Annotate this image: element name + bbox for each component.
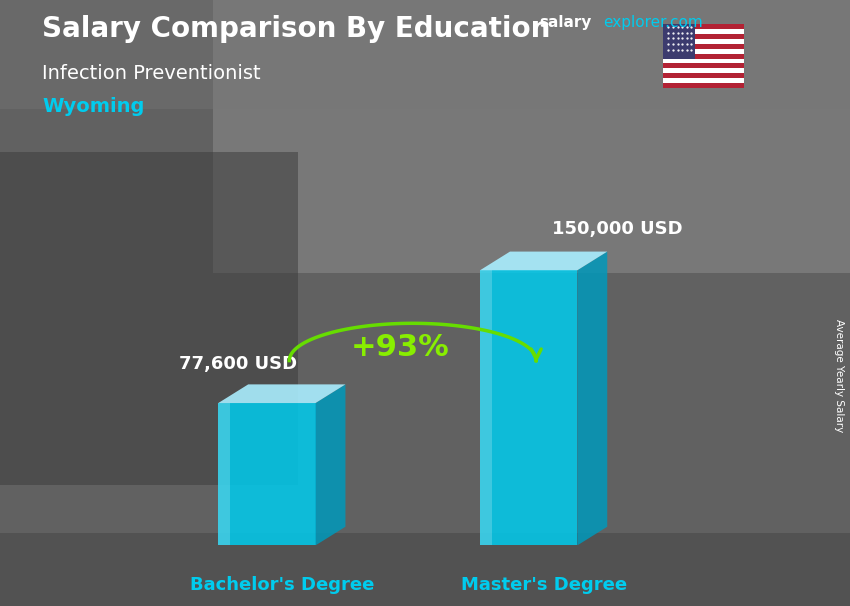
Bar xyxy=(663,53,744,59)
Bar xyxy=(663,24,744,29)
Polygon shape xyxy=(577,251,607,545)
Bar xyxy=(663,59,744,64)
Bar xyxy=(663,24,695,59)
Text: Bachelor's Degree: Bachelor's Degree xyxy=(190,576,374,594)
Polygon shape xyxy=(218,403,230,545)
Bar xyxy=(212,0,850,273)
Polygon shape xyxy=(480,251,607,270)
Text: Salary Comparison By Education: Salary Comparison By Education xyxy=(42,15,551,43)
Polygon shape xyxy=(480,270,492,545)
Polygon shape xyxy=(218,403,315,545)
Polygon shape xyxy=(480,270,577,545)
Bar xyxy=(663,68,744,73)
Bar xyxy=(663,64,744,68)
Text: Wyoming: Wyoming xyxy=(42,97,144,116)
Bar xyxy=(663,29,744,34)
Text: Infection Preventionist: Infection Preventionist xyxy=(42,64,261,82)
Text: +93%: +93% xyxy=(351,333,450,362)
Bar xyxy=(663,39,744,44)
Bar xyxy=(0,533,850,606)
Bar xyxy=(0,152,298,485)
Polygon shape xyxy=(315,384,345,545)
Text: 150,000 USD: 150,000 USD xyxy=(552,220,683,238)
Text: explorer.com: explorer.com xyxy=(604,15,703,30)
Text: salary: salary xyxy=(540,15,592,30)
Bar xyxy=(663,34,744,39)
Bar xyxy=(663,78,744,83)
Bar xyxy=(663,48,744,53)
Bar xyxy=(0,0,850,109)
Bar xyxy=(663,73,744,78)
Text: 77,600 USD: 77,600 USD xyxy=(178,355,297,373)
Bar xyxy=(663,44,744,48)
Text: Master's Degree: Master's Degree xyxy=(461,576,626,594)
Bar xyxy=(663,83,744,88)
Polygon shape xyxy=(218,384,345,403)
Text: Average Yearly Salary: Average Yearly Salary xyxy=(834,319,844,432)
